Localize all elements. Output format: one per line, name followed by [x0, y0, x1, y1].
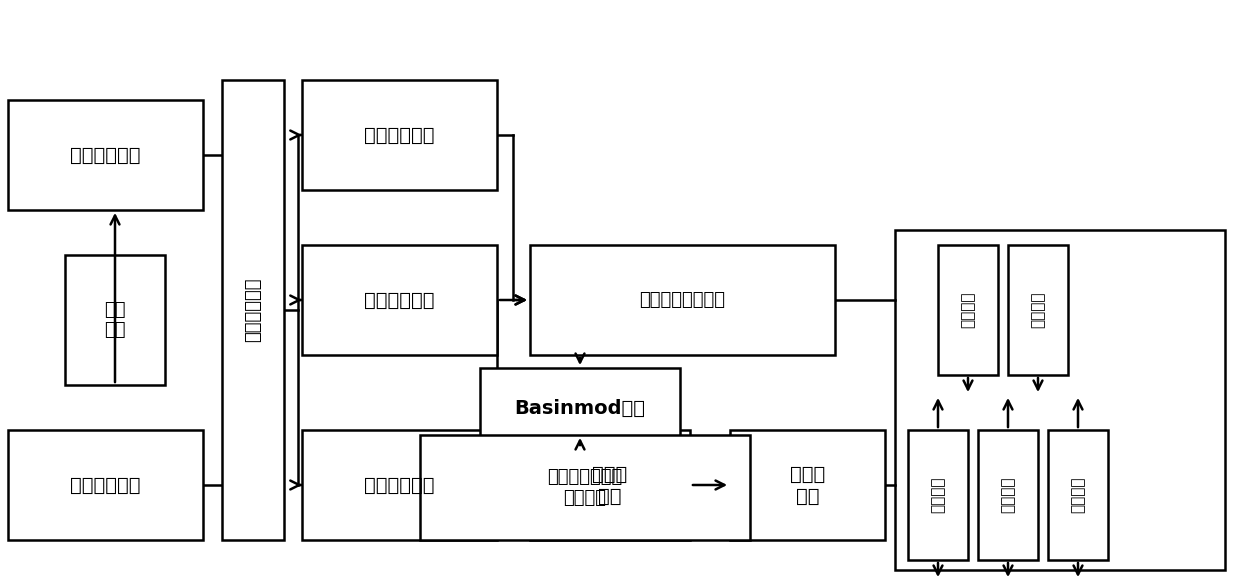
Text: 地化数据: 地化数据 — [1031, 292, 1046, 328]
Bar — [7, 100, 203, 210]
Bar — [530, 430, 690, 540]
Text: 时深
关系: 时深 关系 — [104, 301, 125, 339]
Text: 地层接触关系: 地层接触关系 — [364, 290, 435, 310]
Text: 岩性数据: 岩性数据 — [960, 292, 975, 328]
Text: 地温梯度: 地温梯度 — [1001, 477, 1016, 513]
Text: 虚拟井
选取: 虚拟井 选取 — [592, 465, 628, 505]
Text: 剥蚀量
计算: 剥蚀量 计算 — [790, 465, 825, 505]
Text: Basinmod软件: Basinmod软件 — [514, 399, 646, 417]
Bar — [302, 245, 497, 355]
Text: 分层数据: 分层数据 — [1070, 477, 1085, 513]
Bar — [730, 430, 885, 540]
Bar — [1048, 430, 1108, 560]
Bar — [420, 435, 750, 540]
Text: 地震层位划分: 地震层位划分 — [71, 146, 141, 164]
Bar — [222, 80, 284, 540]
Bar — [895, 230, 1225, 570]
Text: 区域地层划分: 区域地层划分 — [244, 278, 261, 342]
Bar — [938, 245, 997, 375]
Text: 断层活动时间厘定: 断层活动时间厘定 — [639, 291, 726, 309]
Text: 剥蚀时间: 剥蚀时间 — [930, 477, 945, 513]
Text: 断层分布特征: 断层分布特征 — [364, 125, 435, 145]
Text: 正断层附近地层
埋藏史图: 正断层附近地层 埋藏史图 — [548, 468, 623, 507]
Bar — [479, 368, 680, 448]
Bar — [7, 430, 203, 540]
Bar — [530, 245, 835, 355]
Text: 地层分布特征: 地层分布特征 — [364, 476, 435, 494]
Bar — [64, 255, 165, 385]
Bar — [302, 80, 497, 190]
Bar — [1009, 245, 1068, 375]
Text: 单井层位划分: 单井层位划分 — [71, 476, 141, 494]
Bar — [302, 430, 497, 540]
Bar — [908, 430, 968, 560]
Bar — [978, 430, 1038, 560]
